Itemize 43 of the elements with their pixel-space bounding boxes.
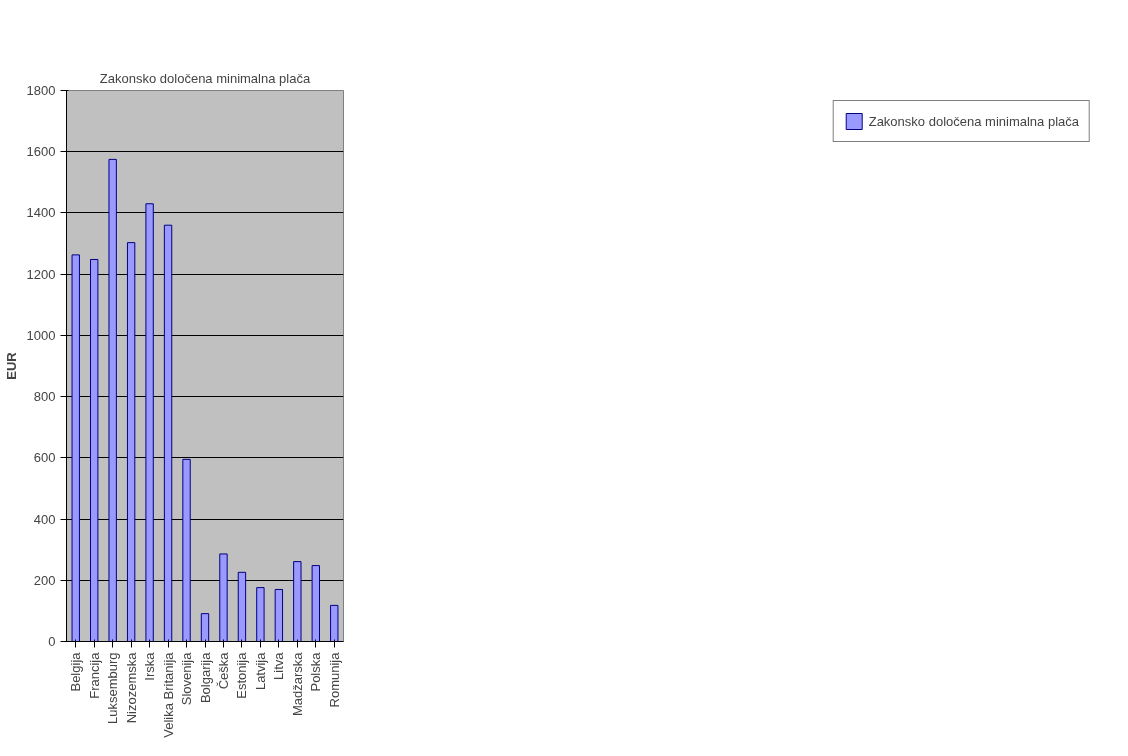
x-tick-label: Latvija <box>252 651 268 691</box>
legend-label: Zakonsko določena minimalna plača <box>868 113 1079 129</box>
bar <box>71 254 80 642</box>
x-tick-label: Slovenija <box>179 651 195 706</box>
y-tick-label: 200 <box>33 572 56 588</box>
chart-title: Zakonsko določena minimalna plača <box>99 70 311 86</box>
y-tick-label: 1000 <box>26 327 56 343</box>
x-tick-label: Estonija <box>234 651 250 699</box>
x-tick-label: Belgija <box>68 651 84 692</box>
x-tick-label: Madžarska <box>289 651 305 717</box>
bar <box>311 565 320 642</box>
x-tick-label: Bolgarija <box>197 651 213 704</box>
bar <box>274 588 284 642</box>
x-tick-label: Velika Britanija <box>160 651 176 738</box>
y-tick-label: 600 <box>33 450 56 466</box>
bar <box>219 553 228 642</box>
bar <box>145 203 154 642</box>
bar <box>108 158 117 642</box>
y-tick-label: 0 <box>48 634 56 649</box>
y-tick-label: 1800 <box>26 83 56 98</box>
y-tick-label: 1200 <box>26 266 56 282</box>
y-tick-label: 1600 <box>26 144 56 160</box>
y-tick-label: 400 <box>33 511 56 527</box>
x-tick-label: Romunija <box>326 651 342 708</box>
bar <box>126 242 136 642</box>
x-tick-label: Nizozemska <box>123 651 139 724</box>
bar <box>237 571 247 642</box>
y-tick-label: 1400 <box>26 205 56 221</box>
bar <box>293 561 302 642</box>
x-tick-label: Irska <box>142 651 158 681</box>
x-tick-label: Polska <box>308 651 324 692</box>
bar <box>90 258 99 642</box>
bar <box>256 587 265 642</box>
bar <box>330 604 339 642</box>
x-tick-label: Litva <box>271 651 287 680</box>
x-tick-label: Francija <box>86 651 102 699</box>
bar <box>200 613 210 642</box>
bar <box>182 458 191 642</box>
bar <box>163 224 173 642</box>
x-tick-label: Češka <box>215 651 231 690</box>
x-tick-label: Luksemburg <box>105 652 121 725</box>
y-tick-label: 800 <box>33 389 56 405</box>
y-axis-title: EUR <box>3 351 19 380</box>
